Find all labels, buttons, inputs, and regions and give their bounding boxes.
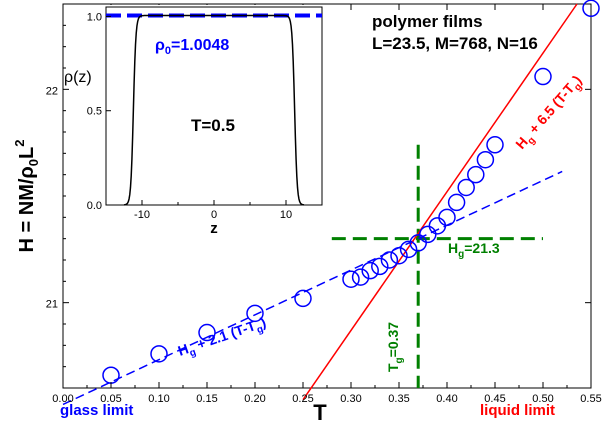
tg-label-sub: g [394, 357, 405, 363]
liquid-limit-label: liquid limit [480, 402, 555, 419]
rho0-label-sub: 0 [165, 45, 171, 57]
main-data-points [102, 0, 600, 384]
rho0-label-a: ρ [155, 37, 165, 54]
main-y-axis-label: H = NM/ρ0L2 [12, 140, 41, 253]
data-point [361, 261, 379, 280]
films-params: L=23.5, M=768, N=16 [372, 34, 538, 53]
inset-y-axis-label: ρ(z) [64, 69, 92, 86]
main-y-ticks: 21 22 [46, 24, 591, 368]
x-tick-label: 0.10 [148, 393, 169, 405]
liquid-fit-b-sub: g [572, 81, 584, 93]
data-point [102, 366, 120, 384]
data-point [486, 136, 504, 154]
glass-fit-c: ) [258, 314, 268, 331]
glass-fit-a: H [176, 340, 191, 358]
x-tick-label: 0.45 [484, 393, 505, 405]
hg-label-sub: g [458, 249, 464, 260]
x-tick-label: 0.40 [436, 393, 457, 405]
x-tick-label: 0.25 [292, 393, 313, 405]
liquid-fit-line [302, 3, 578, 401]
films-title: polymer films [372, 12, 483, 31]
y-label-main: H = NM/ρ [16, 166, 38, 252]
inset-temperature-label: T=0.5 [191, 116, 235, 135]
inset-profile-line [123, 14, 305, 206]
x-tick-label: 0.50 [532, 393, 553, 405]
inset-y-ticks: 0.0 0.5 1.0 [87, 11, 111, 212]
main-fit-lines [62, 3, 578, 406]
glass-fit-line [62, 170, 563, 406]
data-point [582, 0, 600, 18]
hg-label-b: =21.3 [464, 240, 500, 256]
data-point [447, 193, 466, 212]
main-x-ticks: 0.00 0.05 0.10 0.15 0.20 0.25 0.30 0.35 0.40 0.45… [52, 4, 602, 405]
data-point [380, 251, 399, 269]
data-point [198, 323, 216, 342]
inset-x-axis-label: z [210, 220, 218, 237]
liquid-fit-label: Hg + 6.5 (T-Tg) [512, 72, 587, 155]
x-tick-label: 0.15 [196, 393, 217, 405]
data-point [457, 178, 475, 197]
glass-fit-b: + 2.1 (T-T [191, 317, 258, 353]
glass-limit-label: glass limit [60, 402, 133, 419]
x-tick-label: 0.30 [340, 393, 361, 405]
data-point [150, 345, 168, 363]
hg-label: Hg=21.3 [448, 240, 500, 260]
inset-y-tick-label: 0.0 [87, 200, 102, 212]
inset-x-ticks: -10 0 10 [134, 200, 292, 221]
liquid-fit-b: + 6.5 (T-T [523, 80, 578, 140]
data-point [534, 67, 552, 86]
tg-label: Tg=0.37 [385, 322, 405, 372]
data-point [371, 257, 389, 276]
inset-background [88, 5, 322, 205]
y-label-sup: 2 [12, 140, 27, 147]
data-point [294, 289, 312, 308]
y-label-after: L [16, 147, 38, 159]
x-tick-label: 0.55 [580, 393, 601, 405]
density-profile [123, 14, 305, 206]
inset-y-tick-label: 1.0 [87, 11, 102, 23]
data-point [399, 240, 418, 259]
inset-x-tick-label: 10 [280, 209, 292, 221]
inset-x-tick-label: 0 [211, 209, 217, 221]
tg-label-b: =0.37 [385, 322, 401, 358]
y-label-sub: 0 [26, 159, 41, 166]
liquid-fit-a-sub: g [526, 135, 538, 147]
data-point [246, 304, 264, 323]
glass-fit-a-sub: g [188, 347, 197, 359]
x-tick-label: 0.35 [388, 393, 409, 405]
data-point [467, 165, 485, 184]
glass-fit-b-sub: g [255, 324, 264, 336]
x-tick-label: 0.05 [100, 393, 121, 405]
main-x-axis-label: T [313, 400, 327, 425]
data-point [390, 246, 408, 265]
inset-y-tick-label: 0.5 [87, 106, 102, 118]
data-point [428, 217, 447, 235]
y-tick-label: 22 [46, 85, 58, 97]
rho0-label-b: =1.0048 [171, 37, 229, 54]
y-tick-label: 21 [46, 299, 58, 311]
inset-x-tick-label: -10 [134, 209, 150, 221]
data-point [351, 268, 370, 286]
main-reference-lines [331, 144, 543, 388]
x-tick-label: 0.20 [244, 393, 265, 405]
data-point [476, 150, 495, 169]
x-tick-label: 0.00 [52, 393, 73, 405]
tg-label-a: T [385, 363, 401, 372]
inset-chart: -10 0 10 0.00.51.0 z ρ(z) ρ0=1.0048 T=0.5 [64, 5, 323, 237]
rho0-label: ρ0=1.0048 [155, 37, 229, 57]
data-point [342, 270, 360, 288]
data-point [438, 208, 456, 227]
hg-label-a: H [448, 240, 458, 256]
